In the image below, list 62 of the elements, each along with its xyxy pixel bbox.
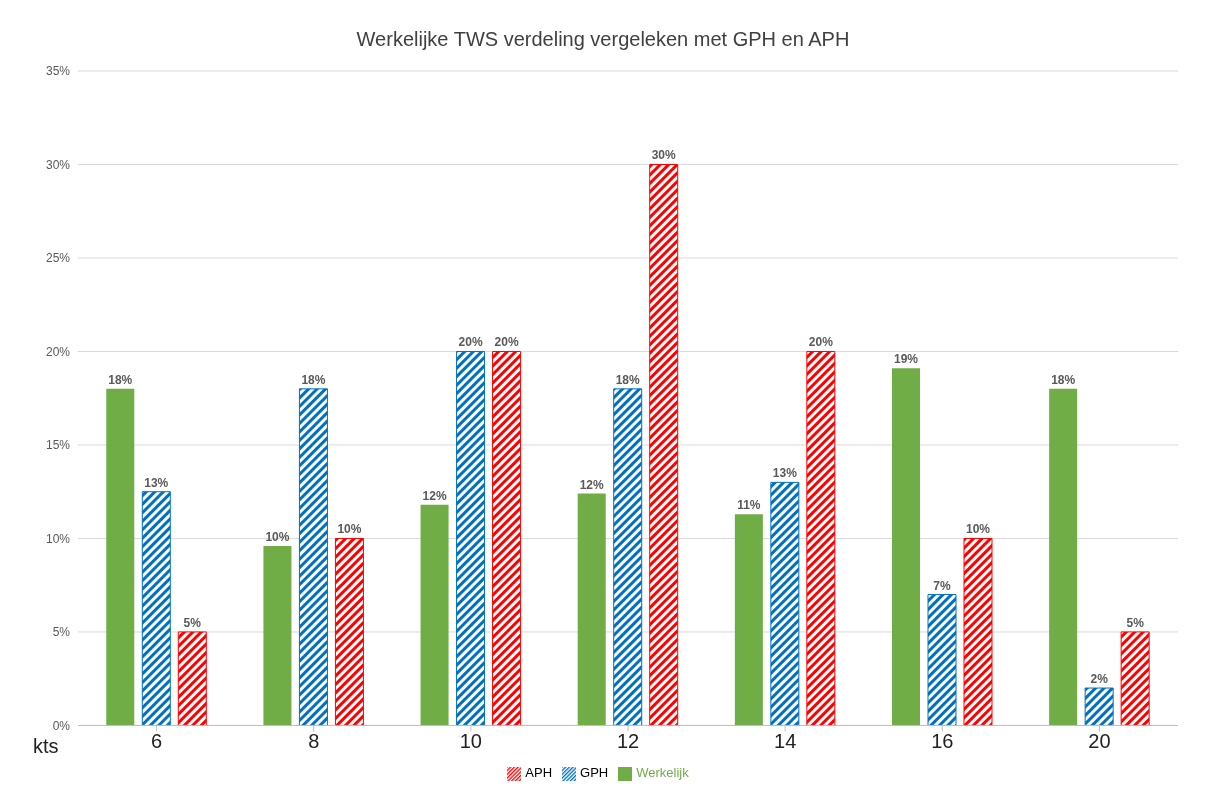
data-label: 20% [494, 335, 519, 350]
y-tick-label: 35% [45, 64, 71, 79]
bar [963, 537, 993, 726]
bar [1049, 388, 1078, 726]
data-label: 11% [737, 498, 761, 513]
bar [613, 388, 643, 726]
y-tick-label: 5% [52, 625, 71, 640]
x-axis-title: kts [33, 735, 59, 758]
data-label: 10% [337, 522, 362, 537]
x-tick-label: 10 [459, 729, 482, 752]
bar [734, 514, 763, 726]
data-label: 12% [579, 477, 605, 492]
data-label: 13% [772, 466, 798, 481]
data-label: 20% [458, 335, 483, 350]
data-label: 19% [893, 352, 919, 367]
y-tick-label: 0% [52, 718, 71, 733]
y-tick-label: 25% [45, 251, 71, 266]
x-tick-label: 8 [308, 729, 320, 752]
bar [141, 491, 171, 726]
bar [770, 481, 800, 726]
bar [1120, 631, 1150, 726]
bar [420, 504, 449, 726]
data-label: 30% [651, 148, 677, 163]
bar [649, 163, 679, 726]
x-tick-label: 16 [931, 729, 954, 752]
bar [106, 388, 135, 726]
bar [492, 350, 522, 726]
x-tick-label: 20 [1088, 729, 1111, 752]
y-tick-label: 15% [45, 438, 71, 453]
y-tick-label: 10% [45, 531, 71, 546]
data-label: 10% [265, 529, 290, 544]
data-label: 18% [301, 372, 326, 387]
data-label: 5% [183, 615, 202, 630]
bar [263, 545, 292, 726]
bar [456, 350, 486, 726]
data-label: 2% [1090, 672, 1109, 687]
bar [177, 631, 207, 726]
bar [577, 493, 606, 726]
legend-label: GPH [580, 765, 609, 781]
data-label: 7% [933, 578, 951, 593]
data-label: 10% [965, 522, 991, 537]
data-label: 13% [144, 475, 169, 490]
legend-label: Werkelijk [636, 765, 689, 781]
chart-title: Werkelijke TWS verdeling vergeleken met GPH en APH [355, 27, 851, 51]
data-label: 18% [1051, 372, 1076, 387]
data-label: 18% [615, 372, 641, 387]
x-tick-label: 12 [616, 729, 640, 752]
y-tick-label: 20% [45, 344, 71, 359]
bar [1084, 687, 1114, 726]
data-label: 5% [1126, 615, 1145, 630]
legend-label: APH [525, 765, 553, 781]
bar [806, 350, 836, 726]
bar [334, 537, 364, 726]
x-tick-label: 6 [151, 729, 163, 752]
bar [892, 368, 920, 726]
data-label: 18% [108, 372, 133, 387]
data-label: 20% [808, 335, 834, 350]
bar [927, 594, 957, 726]
x-tick-label: 14 [774, 729, 797, 752]
data-label: 12% [422, 488, 447, 503]
y-tick-label: 30% [45, 157, 71, 172]
bar [298, 388, 328, 726]
